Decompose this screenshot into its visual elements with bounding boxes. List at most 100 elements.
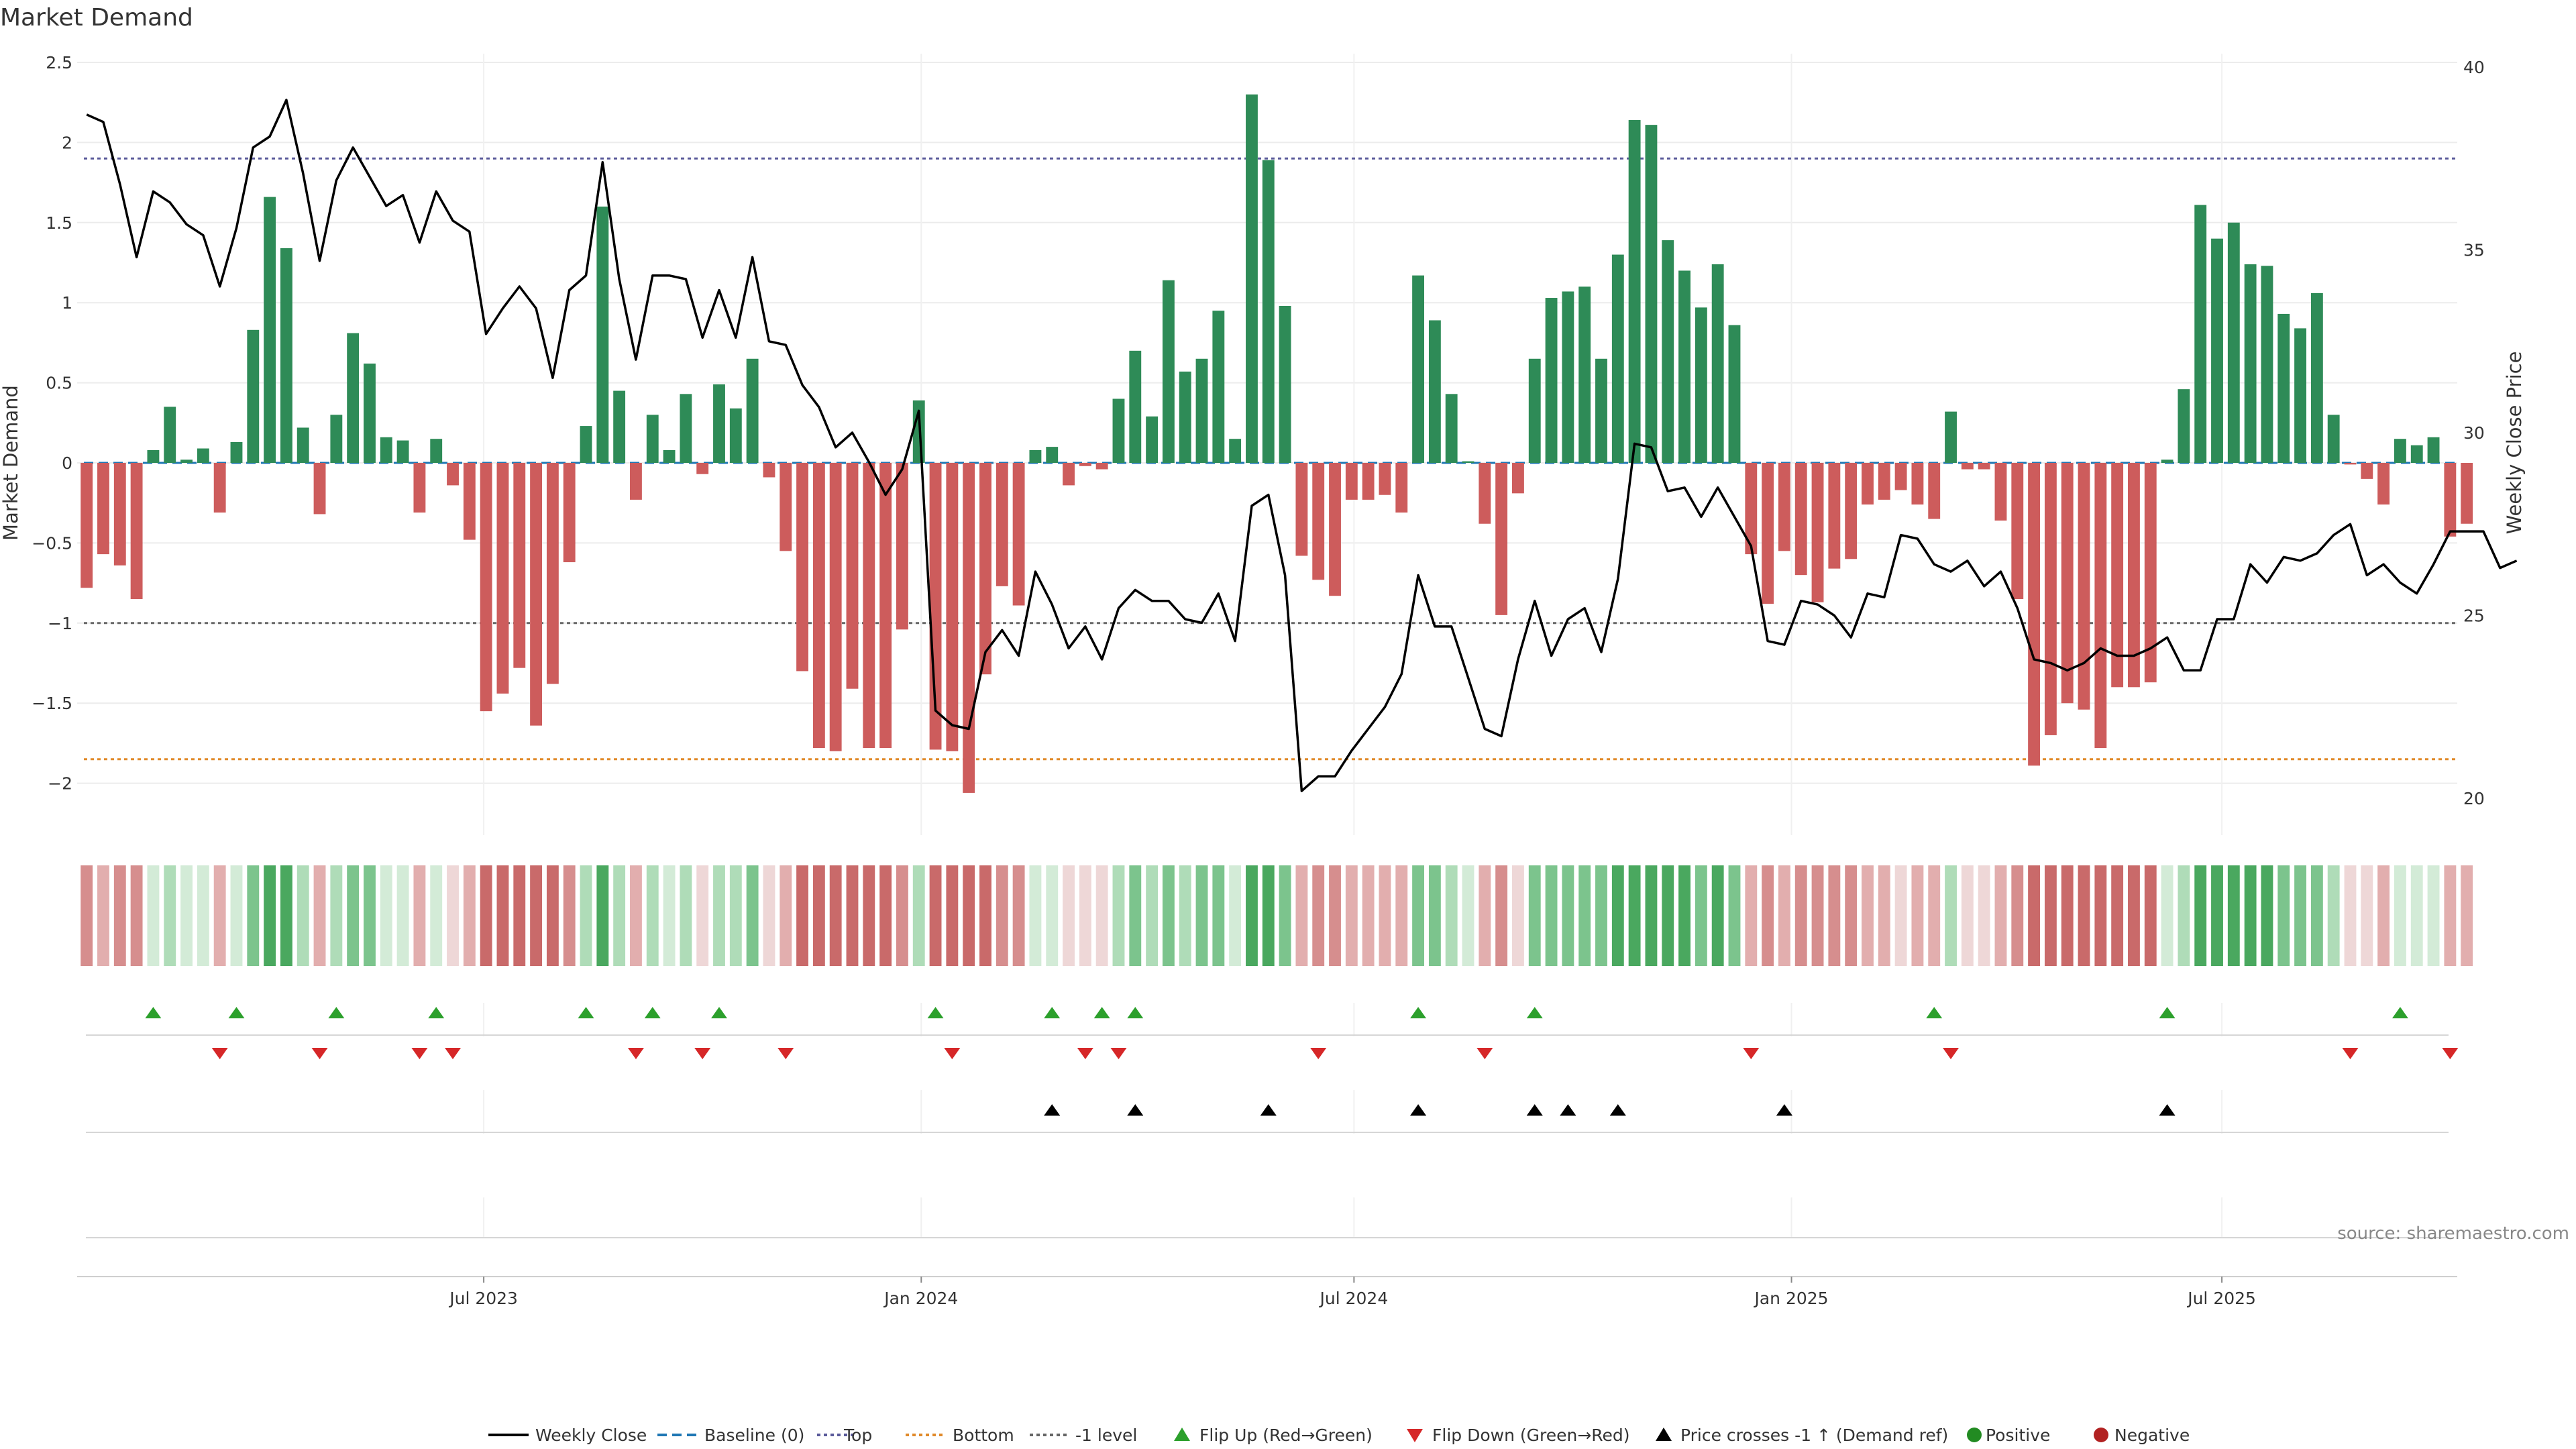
demand-bar [747, 359, 759, 463]
demand-bar [780, 463, 792, 551]
strip-cell [1662, 865, 1674, 966]
demand-bar [2261, 266, 2273, 463]
strip-cell [1295, 865, 1307, 966]
flip-up-marker [2159, 1007, 2176, 1018]
y-tick-label: 1.5 [46, 213, 72, 233]
flip-up-marker [1527, 1007, 1543, 1018]
strip-cell [2294, 865, 2306, 966]
demand-bar [2328, 415, 2340, 463]
strip-cell [1246, 865, 1258, 966]
strip-cell [1995, 865, 2007, 966]
demand-bar [596, 207, 608, 463]
legend-label: Top [843, 1426, 872, 1445]
legend-label: -1 level [1075, 1426, 1137, 1445]
demand-bar [1013, 463, 1025, 606]
demand-bar [197, 449, 209, 463]
strip-cell [530, 865, 542, 966]
demand-bar [1878, 463, 1890, 500]
demand-bar [2228, 223, 2240, 463]
demand-bar [763, 463, 775, 477]
demand-bar [1096, 463, 1108, 470]
strip-cell [696, 865, 708, 966]
demand-bar [114, 463, 126, 566]
demand-bar [131, 463, 143, 599]
legend-label: Bottom [953, 1426, 1014, 1445]
demand-bar [1046, 447, 1058, 463]
price-cross-marker [1127, 1104, 1143, 1116]
x-tick-label: Jan 2024 [883, 1289, 958, 1308]
y-tick-label: 0 [62, 453, 72, 473]
market-demand-chart: Market Demand Market Demand Weekly Close… [0, 0, 2576, 1449]
strip-cell [214, 865, 226, 966]
strip-cell [1129, 865, 1141, 966]
demand-bar [1079, 463, 1091, 466]
demand-bar [1629, 120, 1641, 463]
demand-bar [1895, 463, 1907, 490]
strip-cell [863, 865, 875, 966]
x-tick-label: Jul 2023 [448, 1289, 518, 1308]
strip-cell [1795, 865, 1807, 966]
demand-bar [2211, 239, 2223, 463]
flip-up-marker [1044, 1007, 1060, 1018]
strip-cell [2028, 865, 2040, 966]
strip-cell [879, 865, 892, 966]
strip-cell [430, 865, 442, 966]
strip-cell [280, 865, 292, 966]
demand-bar [979, 463, 991, 674]
strip-cell [314, 865, 326, 966]
flip-up-marker [1094, 1007, 1110, 1018]
strip-cell [1462, 865, 1474, 966]
demand-bar [2194, 205, 2206, 463]
legend-label: Weekly Close [535, 1426, 647, 1445]
demand-bar [380, 437, 392, 463]
demand-bar [963, 463, 975, 793]
source-note: source: sharemaestro.com [2337, 1224, 2569, 1244]
strip-cell [1978, 865, 1990, 966]
strip-cell [663, 865, 676, 966]
strip-cell [1645, 865, 1657, 966]
strip-cell [1263, 865, 1275, 966]
flip-down-marker [1110, 1048, 1126, 1059]
strip-cell [413, 865, 425, 966]
strip-cell [1046, 865, 1058, 966]
y-axis-label: Market Demand [0, 385, 22, 541]
strip-cell [2228, 865, 2240, 966]
demand-bar [1762, 463, 1774, 604]
strip-cell [2145, 865, 2157, 966]
demand-bar [2028, 463, 2040, 765]
flip-down-marker [1077, 1048, 1093, 1059]
flip-up-marker [711, 1007, 727, 1018]
y2-tick-label: 20 [2463, 789, 2485, 808]
demand-bar [480, 463, 492, 711]
strip-cell [1695, 865, 1707, 966]
x-tick-label: Jan 2025 [1753, 1289, 1828, 1308]
strip-cell [946, 865, 958, 966]
strip-cell [1878, 865, 1890, 966]
demand-bar [1911, 463, 1923, 504]
strip-cell [464, 865, 476, 966]
demand-bar [347, 333, 359, 463]
strip-cell [1945, 865, 1957, 966]
demand-bar [2311, 293, 2323, 463]
demand-bar [2428, 437, 2440, 463]
flip-up-marker [228, 1007, 244, 1018]
strip-cell [547, 865, 559, 966]
strip-cell [780, 865, 792, 966]
demand-bar [1312, 463, 1324, 580]
flip-down-marker [2342, 1048, 2358, 1059]
strip-cell [564, 865, 576, 966]
strip-cell [1163, 865, 1175, 966]
demand-bar [2011, 463, 2023, 599]
legend-label: Flip Up (Red→Green) [1199, 1426, 1373, 1445]
strip-cell [397, 865, 409, 966]
strip-cell [713, 865, 725, 966]
strip-cell [2211, 865, 2223, 966]
strip-cell [513, 865, 525, 966]
strip-cell [596, 865, 608, 966]
strip-cell [347, 865, 359, 966]
strip-cell [1013, 865, 1025, 966]
demand-bar [2444, 463, 2456, 537]
demand-bar [2411, 445, 2423, 463]
price-cross-marker [1776, 1104, 1792, 1116]
legend-swatch-triangle-up [1656, 1428, 1672, 1441]
